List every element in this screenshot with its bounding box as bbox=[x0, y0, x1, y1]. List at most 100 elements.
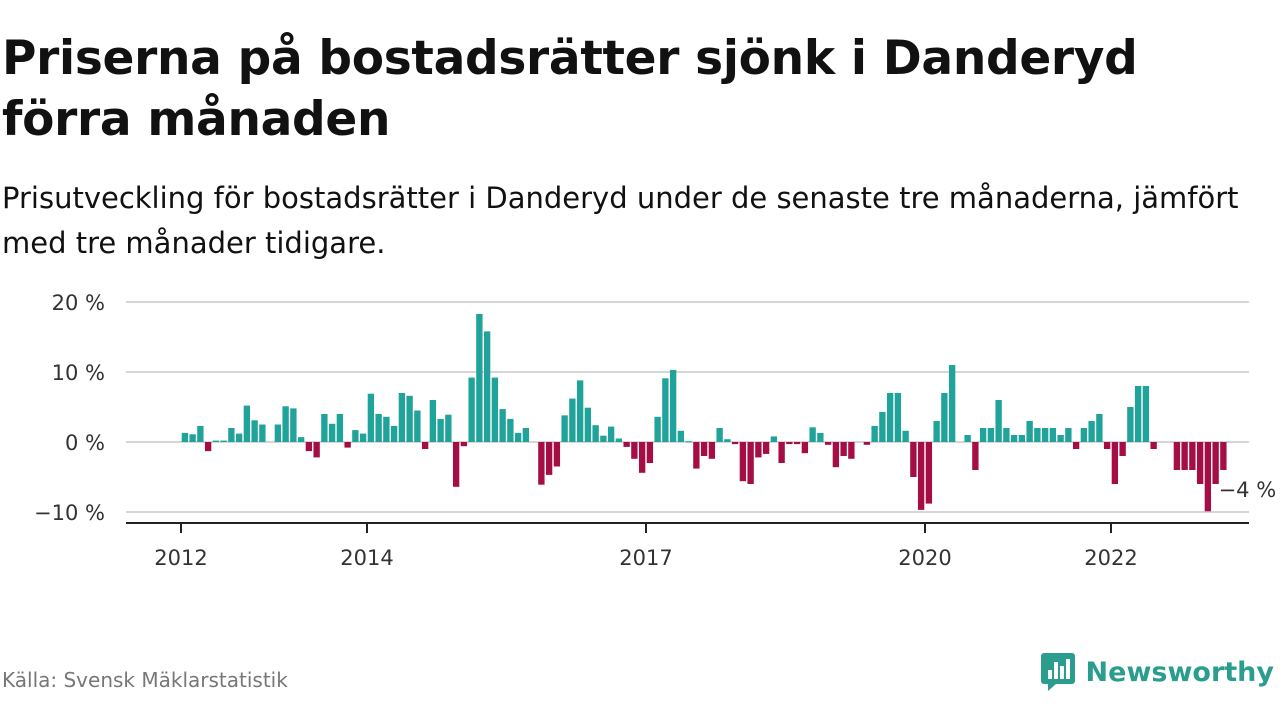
bar bbox=[902, 430, 909, 442]
bar bbox=[894, 393, 902, 442]
bar bbox=[1103, 442, 1111, 449]
bar bbox=[1072, 442, 1080, 449]
last-value-annotation: −4 % bbox=[1219, 478, 1277, 502]
bar bbox=[406, 395, 413, 442]
bar bbox=[468, 377, 475, 442]
bar bbox=[747, 442, 754, 484]
bar bbox=[863, 442, 871, 445]
bar bbox=[770, 436, 778, 442]
bar bbox=[809, 427, 816, 442]
bar bbox=[693, 442, 700, 469]
bar bbox=[995, 400, 1002, 442]
x-tick-label: 2012 bbox=[154, 546, 207, 570]
bar bbox=[1018, 435, 1026, 442]
bar bbox=[584, 407, 592, 442]
bar bbox=[421, 442, 429, 449]
source-note: Källa: Svensk Mäklarstatistik bbox=[2, 668, 288, 692]
bar bbox=[1150, 442, 1157, 449]
bar-chart: 20 % 10 % 0 % −10 % 2012 2014 2017 2020 2022 −4 % bbox=[34, 291, 1278, 570]
bar bbox=[948, 365, 956, 442]
bar bbox=[731, 442, 739, 445]
bar bbox=[1049, 428, 1057, 442]
gridlines bbox=[126, 301, 1249, 513]
bar bbox=[1080, 428, 1088, 442]
bar bbox=[724, 439, 731, 442]
bar bbox=[576, 380, 584, 442]
y-tick-label: −10 % bbox=[34, 501, 105, 525]
bar bbox=[452, 442, 460, 487]
bar bbox=[569, 398, 576, 442]
bar bbox=[514, 432, 522, 442]
bar bbox=[352, 430, 359, 442]
bar bbox=[886, 393, 894, 442]
bar bbox=[917, 442, 925, 510]
bar bbox=[871, 425, 878, 442]
bar bbox=[336, 414, 344, 442]
bar bbox=[398, 393, 406, 442]
bar bbox=[716, 428, 723, 442]
bar bbox=[522, 428, 530, 442]
y-tick-label: 10 % bbox=[52, 361, 105, 385]
bar bbox=[545, 442, 553, 475]
bar bbox=[538, 442, 545, 485]
bar bbox=[414, 410, 421, 442]
y-tick-label: 0 % bbox=[65, 431, 105, 455]
bar bbox=[1026, 421, 1033, 442]
bar bbox=[793, 442, 801, 445]
bar bbox=[817, 432, 824, 442]
bar bbox=[313, 442, 320, 458]
bar bbox=[1119, 442, 1126, 456]
bar bbox=[708, 442, 716, 459]
labels: 20 % 10 % 0 % −10 % 2012 2014 2017 2020 2022 −4 % bbox=[34, 291, 1278, 570]
x-tick-label: 2014 bbox=[340, 546, 393, 570]
bar bbox=[228, 428, 235, 442]
bar bbox=[669, 369, 677, 442]
bar bbox=[1088, 421, 1095, 442]
bar bbox=[1010, 435, 1018, 442]
bar bbox=[445, 414, 452, 442]
bar bbox=[700, 442, 708, 456]
bar bbox=[251, 420, 258, 442]
bar bbox=[964, 435, 971, 442]
bar bbox=[685, 441, 692, 443]
x-tick-label: 2020 bbox=[898, 546, 951, 570]
bar bbox=[615, 438, 623, 442]
bar bbox=[328, 423, 336, 442]
bar bbox=[383, 416, 390, 442]
bar bbox=[220, 440, 227, 442]
bar bbox=[1173, 442, 1181, 470]
bar bbox=[274, 424, 282, 442]
bar bbox=[305, 442, 313, 452]
bar bbox=[1220, 442, 1227, 470]
bar bbox=[367, 393, 375, 442]
x-axis bbox=[126, 522, 1249, 533]
bar bbox=[1142, 386, 1150, 442]
bar bbox=[941, 393, 948, 442]
bar bbox=[1134, 386, 1142, 442]
bar bbox=[460, 442, 468, 447]
bar bbox=[290, 408, 297, 442]
bar bbox=[1111, 442, 1119, 484]
bar bbox=[197, 425, 204, 442]
bar bbox=[321, 414, 328, 442]
bar bbox=[1057, 435, 1064, 442]
bar bbox=[1065, 428, 1072, 442]
bar bbox=[933, 421, 940, 442]
chart-subtitle: Prisutveckling för bostadsrätter i Dande… bbox=[2, 181, 1239, 260]
bar bbox=[786, 442, 793, 445]
bar bbox=[561, 415, 568, 442]
bar bbox=[987, 428, 995, 442]
bar bbox=[344, 442, 351, 448]
brand-logo: Newsworthy bbox=[1040, 652, 1274, 692]
bar bbox=[507, 418, 514, 442]
bar bbox=[259, 424, 266, 442]
bar bbox=[189, 434, 196, 442]
bar bbox=[778, 442, 785, 463]
bar bbox=[840, 442, 847, 456]
brand-name: Newsworthy bbox=[1085, 656, 1274, 688]
bar bbox=[677, 430, 685, 442]
bar bbox=[762, 442, 770, 454]
bar bbox=[1003, 428, 1010, 442]
bar bbox=[297, 437, 305, 442]
bar bbox=[212, 440, 220, 442]
